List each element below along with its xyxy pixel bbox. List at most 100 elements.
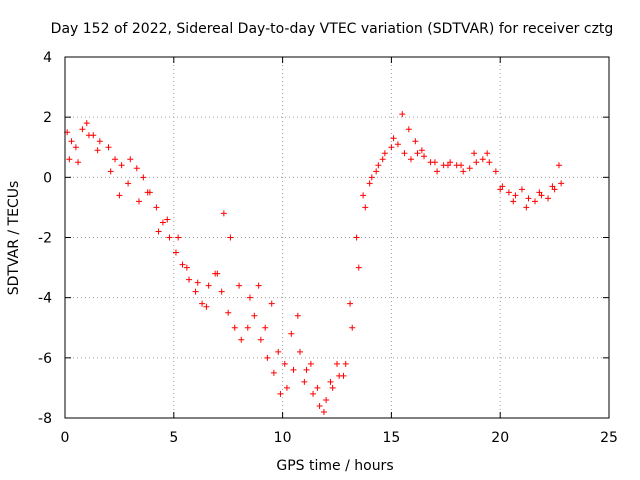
data-point — [105, 144, 112, 151]
data-point — [159, 219, 166, 226]
x-tick-label: 20 — [491, 430, 509, 446]
data-point — [192, 288, 199, 295]
data-point — [381, 150, 388, 157]
data-point — [545, 195, 552, 202]
data-point — [236, 282, 243, 289]
data-point — [373, 168, 380, 175]
data-point — [277, 390, 284, 397]
data-point — [388, 144, 395, 151]
data-point — [375, 162, 382, 169]
data-point — [220, 210, 227, 217]
data-point — [140, 174, 147, 181]
data-point — [244, 324, 251, 331]
data-point — [264, 354, 271, 361]
data-point — [492, 168, 499, 175]
data-point — [268, 300, 275, 307]
data-point — [379, 156, 386, 163]
data-point — [153, 204, 160, 211]
y-tick-label: -2 — [38, 231, 52, 247]
data-point — [316, 402, 323, 409]
data-point — [414, 150, 421, 157]
data-point — [288, 330, 295, 337]
data-point — [85, 132, 92, 139]
data-point — [399, 111, 406, 118]
data-point — [407, 156, 414, 163]
data-point — [327, 378, 334, 385]
data-point — [205, 282, 212, 289]
data-point — [283, 384, 290, 391]
data-point — [549, 183, 556, 190]
data-point — [518, 186, 525, 193]
data-point — [347, 300, 354, 307]
data-point — [353, 234, 360, 241]
data-point — [257, 336, 264, 343]
data-point — [294, 312, 301, 319]
data-point — [133, 165, 140, 172]
data-point — [323, 396, 330, 403]
data-point — [368, 174, 375, 181]
grid-layer — [65, 57, 609, 418]
data-point — [275, 348, 282, 355]
data-point — [116, 192, 123, 199]
data-point — [310, 390, 317, 397]
tick-layer: 0 5 10 15 20 25 -8 -6 -4 -2 0 2 4 — [38, 50, 618, 446]
data-point — [112, 156, 119, 163]
data-point — [484, 150, 491, 157]
x-tick-label: 0 — [61, 430, 70, 446]
data-point — [342, 360, 349, 367]
x-axis-label: GPS time / hours — [276, 458, 393, 474]
data-point — [214, 270, 221, 277]
data-point — [96, 138, 103, 145]
data-point — [558, 180, 565, 187]
data-point — [355, 264, 362, 271]
data-point — [458, 162, 465, 169]
data-point — [447, 159, 454, 166]
data-point — [471, 150, 478, 157]
data-point — [523, 204, 530, 211]
data-point — [179, 261, 186, 268]
data-point — [183, 264, 190, 271]
data-point — [186, 276, 193, 283]
data-point — [466, 165, 473, 172]
y-tick-label: 2 — [43, 110, 52, 126]
data-point — [218, 288, 225, 295]
data-point — [301, 378, 308, 385]
data-point — [118, 162, 125, 169]
data-point — [175, 234, 182, 241]
data-point — [421, 153, 428, 160]
data-point — [444, 162, 451, 169]
data-point — [83, 120, 90, 127]
data-point — [499, 183, 506, 190]
data-point — [473, 159, 480, 166]
data-point — [405, 126, 412, 133]
data-point — [270, 369, 277, 376]
data-point — [366, 180, 373, 187]
data-point — [412, 138, 419, 145]
data-point — [231, 324, 238, 331]
data-point — [125, 180, 132, 187]
data-point — [251, 312, 258, 319]
data-point — [297, 348, 304, 355]
points-layer — [64, 111, 565, 415]
data-point — [262, 324, 269, 331]
data-point — [68, 138, 75, 145]
y-tick-label: -8 — [38, 411, 52, 427]
data-point — [166, 234, 173, 241]
data-point — [94, 147, 101, 154]
data-point — [303, 366, 310, 373]
data-point — [390, 135, 397, 142]
data-point — [510, 198, 517, 205]
x-tick-label: 5 — [169, 430, 178, 446]
data-point — [434, 168, 441, 175]
data-point — [394, 141, 401, 148]
data-point — [532, 198, 539, 205]
x-tick-label: 10 — [274, 430, 292, 446]
data-point — [431, 159, 438, 166]
data-point — [290, 366, 297, 373]
data-point — [127, 156, 134, 163]
data-point — [525, 195, 532, 202]
y-tick-label: -4 — [38, 291, 52, 307]
data-point — [555, 162, 562, 169]
data-point — [551, 186, 558, 193]
data-point — [340, 372, 347, 379]
